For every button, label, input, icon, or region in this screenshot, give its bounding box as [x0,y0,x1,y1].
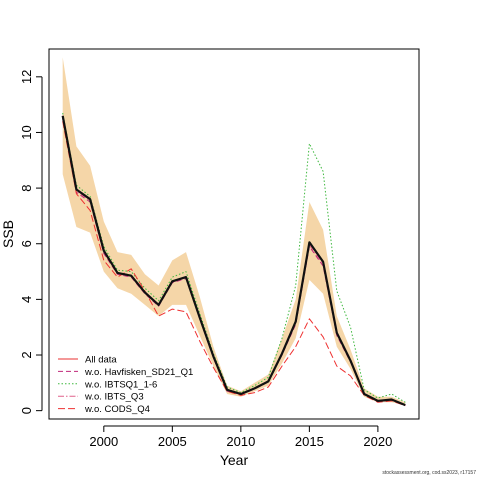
legend-label: All data [85,355,117,366]
legend-label: w.o. IBTSQ1_1-6 [84,379,157,390]
series-line-5 [61,115,406,407]
y-tick-label: 2 [19,351,34,358]
y-axis-label: SSB [0,220,16,248]
series-line-2 [62,112,406,403]
y-tick-label: 0 [19,407,34,414]
x-tick-label: 2020 [363,434,392,449]
series-line-4 [62,121,406,407]
legend-label: w.o. IBTS_Q3 [84,392,144,403]
x-tick-label: 2015 [295,434,324,449]
x-tick-label: 2010 [226,434,255,449]
watermark-text: stockassessment.org, cod.ss2023, r17157 [382,470,476,476]
y-tick-label: 10 [19,125,34,139]
y-tick-label: 12 [19,70,34,84]
y-tick-label: 4 [19,296,34,303]
x-axis-label: Year [220,452,249,468]
plot-frame [48,48,420,420]
y-tick-label: 8 [19,184,34,191]
legend-label: w.o. Havfisken_SD21_Q1 [84,367,193,378]
x-axis: 2000 2005 2010 2015 2020 [89,425,392,449]
x-tick-label: 2000 [89,434,118,449]
x-tick-label: 2005 [158,434,187,449]
legend-label: w.o. CODS_Q4 [84,404,150,415]
series-layer [61,112,406,407]
y-tick-label: 6 [19,240,34,247]
y-axis: 0 2 4 6 8 10 12 [19,70,43,414]
